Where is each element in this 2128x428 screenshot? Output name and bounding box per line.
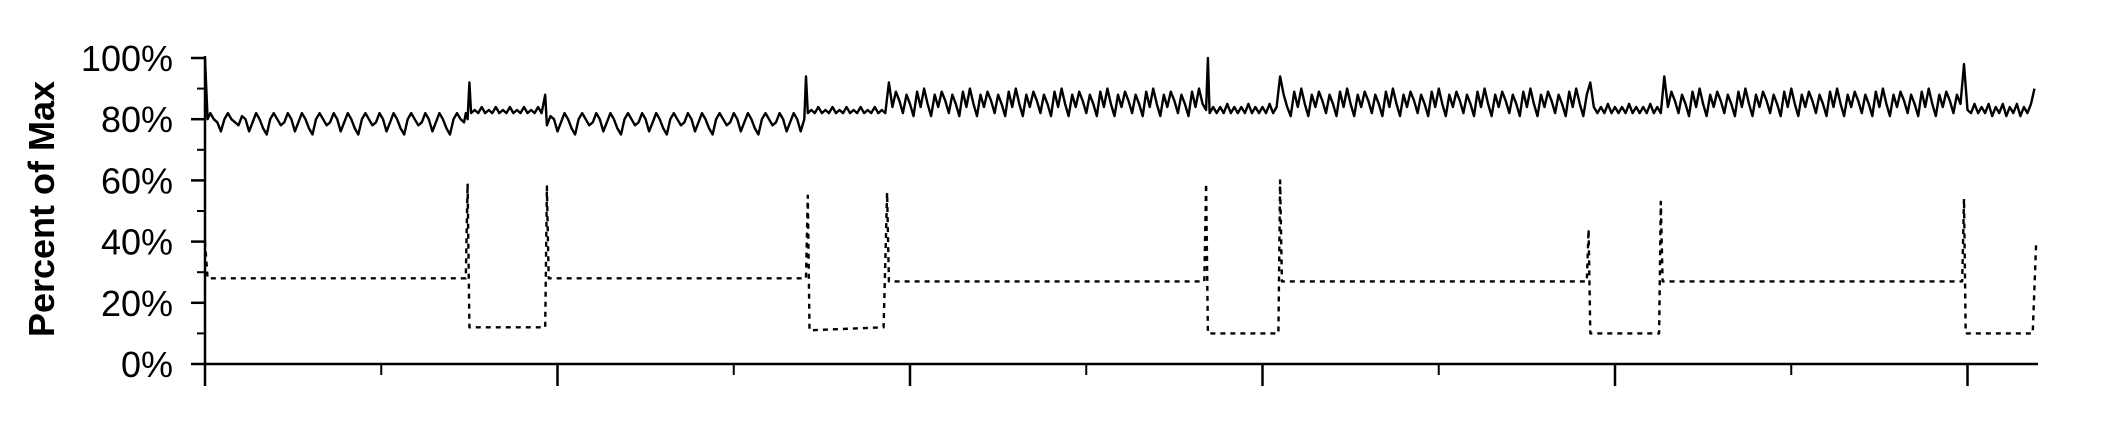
y-tick-label: 40% (101, 222, 173, 263)
series-line-dashed (203, 179, 2038, 335)
plot-area (203, 56, 2038, 335)
axes: 0% 20% 40% 60% 80% 100% (81, 38, 2038, 386)
y-tick-label: 80% (101, 99, 173, 140)
y-tick-label: 60% (101, 160, 173, 201)
y-tick-label: 100% (81, 38, 173, 79)
y-tick-label: 20% (101, 283, 173, 324)
y-axis-title: Percent of Max (21, 81, 62, 337)
y-tick-label: 0% (121, 344, 173, 385)
series-line-solid (203, 56, 2036, 136)
